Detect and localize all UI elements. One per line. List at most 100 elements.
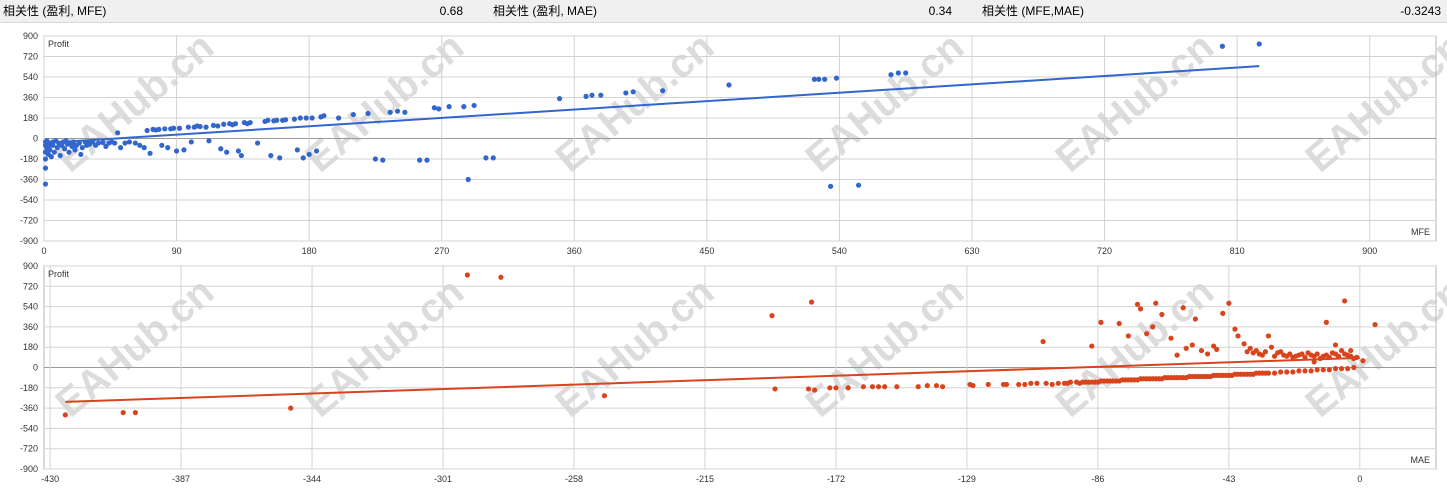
data-point bbox=[144, 127, 150, 134]
data-point bbox=[808, 299, 815, 305]
data-point bbox=[556, 96, 563, 102]
data-point bbox=[1338, 347, 1345, 354]
data-point bbox=[218, 146, 224, 152]
data-point bbox=[1290, 369, 1296, 375]
data-point bbox=[882, 384, 888, 390]
data-point bbox=[1323, 319, 1329, 325]
corr-profit-mfe-value: 0.68 bbox=[439, 4, 463, 18]
data-point bbox=[1265, 333, 1272, 339]
data-point bbox=[1226, 300, 1232, 306]
data-point bbox=[1168, 335, 1174, 341]
data-point bbox=[247, 119, 253, 126]
data-point bbox=[1335, 353, 1342, 359]
x-tick-label: 900 bbox=[1362, 246, 1377, 256]
data-point bbox=[498, 274, 504, 280]
data-point bbox=[336, 115, 342, 121]
data-point bbox=[1016, 381, 1022, 388]
data-point bbox=[203, 124, 209, 130]
data-point bbox=[589, 92, 595, 98]
data-point bbox=[288, 405, 294, 411]
data-point bbox=[1040, 338, 1046, 345]
data-point bbox=[232, 121, 239, 127]
y-tick-label: -360 bbox=[20, 175, 38, 185]
data-point bbox=[54, 145, 60, 151]
x-tick-label: 0 bbox=[1357, 474, 1362, 484]
data-point bbox=[1342, 298, 1348, 304]
data-point bbox=[1262, 349, 1269, 355]
data-point bbox=[1308, 368, 1314, 374]
data-point bbox=[309, 115, 315, 121]
y-tick-label: 720 bbox=[23, 281, 38, 291]
data-point bbox=[1259, 352, 1265, 358]
data-point bbox=[845, 385, 851, 391]
y-axis-label: Profit bbox=[48, 39, 70, 49]
data-point bbox=[1125, 333, 1131, 339]
x-tick-label: -387 bbox=[172, 474, 190, 484]
data-point bbox=[1204, 351, 1211, 357]
corr-profit-mae-label: 相关性 (盈利, MAE) bbox=[493, 4, 597, 18]
data-point bbox=[1247, 345, 1253, 351]
data-point bbox=[78, 151, 84, 158]
data-point bbox=[1268, 344, 1275, 350]
y-tick-label: -720 bbox=[20, 444, 38, 454]
data-point bbox=[120, 410, 126, 416]
x-tick-label: -215 bbox=[696, 474, 714, 484]
x-tick-label: -43 bbox=[1222, 474, 1235, 484]
data-point bbox=[79, 145, 85, 151]
corr-profit-mae-value: 0.34 bbox=[928, 4, 952, 18]
data-point bbox=[1284, 369, 1290, 375]
data-point bbox=[1235, 333, 1241, 339]
data-point bbox=[875, 384, 882, 390]
data-point bbox=[171, 125, 177, 131]
y-tick-label: 360 bbox=[23, 322, 38, 332]
data-point bbox=[970, 382, 976, 389]
data-point bbox=[159, 142, 165, 148]
data-point bbox=[939, 384, 946, 390]
data-point bbox=[1232, 326, 1238, 332]
data-point bbox=[1055, 380, 1061, 386]
data-point bbox=[772, 386, 778, 392]
x-tick-label: -129 bbox=[958, 474, 976, 484]
data-point bbox=[1314, 367, 1320, 373]
y-tick-label: 360 bbox=[23, 93, 38, 103]
data-points bbox=[42, 41, 1262, 189]
data-point bbox=[50, 142, 56, 148]
data-point bbox=[1265, 370, 1272, 376]
data-point bbox=[69, 143, 75, 150]
data-point bbox=[57, 152, 63, 159]
data-point bbox=[1345, 366, 1351, 372]
data-point bbox=[95, 140, 102, 146]
data-point bbox=[1372, 322, 1378, 328]
data-point bbox=[805, 386, 812, 392]
corr-mfe-mae-value: -0.3243 bbox=[1400, 4, 1441, 18]
data-point bbox=[1150, 324, 1156, 330]
x-tick-label: -86 bbox=[1091, 474, 1104, 484]
data-point bbox=[1296, 368, 1302, 374]
watermark-text: EAHub.cn bbox=[798, 24, 973, 181]
data-point bbox=[895, 70, 901, 76]
data-point bbox=[1271, 353, 1278, 359]
data-point bbox=[869, 384, 876, 390]
data-point bbox=[1299, 351, 1305, 357]
data-point bbox=[1302, 354, 1308, 360]
data-point bbox=[827, 385, 833, 391]
data-point bbox=[206, 138, 212, 144]
y-tick-label: 900 bbox=[23, 261, 38, 271]
x-tick-label: -430 bbox=[41, 474, 59, 484]
data-point bbox=[985, 381, 991, 388]
data-point bbox=[265, 117, 271, 123]
data-point bbox=[197, 123, 203, 130]
data-point bbox=[380, 157, 386, 163]
data-point bbox=[461, 104, 467, 110]
y-tick-label: 720 bbox=[23, 52, 38, 62]
data-point bbox=[915, 384, 921, 390]
data-point bbox=[436, 106, 442, 112]
data-point bbox=[424, 157, 430, 163]
data-point bbox=[1287, 351, 1293, 357]
data-point bbox=[1253, 347, 1259, 354]
watermark-text: EAHub.cn bbox=[298, 24, 473, 181]
data-point bbox=[350, 111, 356, 118]
data-point bbox=[1278, 369, 1284, 375]
data-point bbox=[1278, 349, 1284, 355]
data-point bbox=[100, 139, 106, 146]
